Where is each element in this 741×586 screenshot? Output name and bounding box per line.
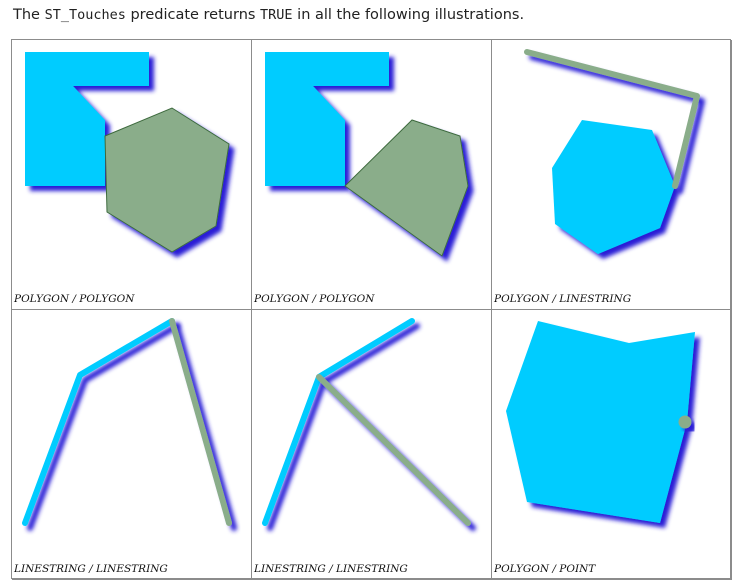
illustration-grid: POLYGON / POLYGON POLYGON / POLYGON xyxy=(11,39,732,580)
intro-text: The ST_Touches predicate returns TRUE in… xyxy=(13,5,524,25)
diagram-linestring-linestring-2 xyxy=(262,318,471,526)
caption: LINESTRING / LINESTRING xyxy=(254,563,408,575)
intro-suffix: in all the following illustrations. xyxy=(292,7,525,23)
green-point xyxy=(678,415,692,429)
caption: POLYGON / POLYGON xyxy=(14,293,135,305)
illustration-polygon-polygon-1: POLYGON / POLYGON xyxy=(12,40,252,310)
cyan-polygon xyxy=(506,321,695,523)
caption: LINESTRING / LINESTRING xyxy=(14,563,168,575)
caption: POLYGON / LINESTRING xyxy=(494,293,632,305)
green-linestring xyxy=(524,49,700,189)
diagram-polygon-linestring xyxy=(524,49,700,254)
diagram-polygon-point xyxy=(506,321,695,523)
green-linestring xyxy=(316,374,471,526)
cyan-polygon xyxy=(552,120,675,254)
true-literal: TRUE xyxy=(260,7,293,23)
green-linestring xyxy=(169,318,232,526)
illustration-linestring-linestring-1: LINESTRING / LINESTRING xyxy=(12,310,252,580)
caption: POLYGON / POLYGON xyxy=(254,293,375,305)
caption: POLYGON / POINT xyxy=(494,563,596,575)
cyan-polygon xyxy=(265,52,389,186)
cyan-polygon xyxy=(25,52,149,186)
function-name: ST_Touches xyxy=(44,7,126,23)
cyan-linestring xyxy=(262,318,415,526)
illustration-polygon-linestring: POLYGON / LINESTRING xyxy=(492,40,732,310)
diagram-polygon-polygon-2 xyxy=(265,52,469,257)
cyan-linestring xyxy=(22,318,175,526)
illustration-polygon-point: POLYGON / POINT xyxy=(492,310,732,580)
intro-middle: predicate returns xyxy=(125,7,261,23)
diagram-linestring-linestring-1 xyxy=(22,318,232,526)
intro-prefix: The xyxy=(13,7,45,23)
green-polygon xyxy=(104,107,230,253)
green-polygon xyxy=(344,119,469,257)
illustration-linestring-linestring-2: LINESTRING / LINESTRING xyxy=(252,310,492,580)
diagram-polygon-polygon-1 xyxy=(25,52,230,253)
illustration-polygon-polygon-2: POLYGON / POLYGON xyxy=(252,40,492,310)
